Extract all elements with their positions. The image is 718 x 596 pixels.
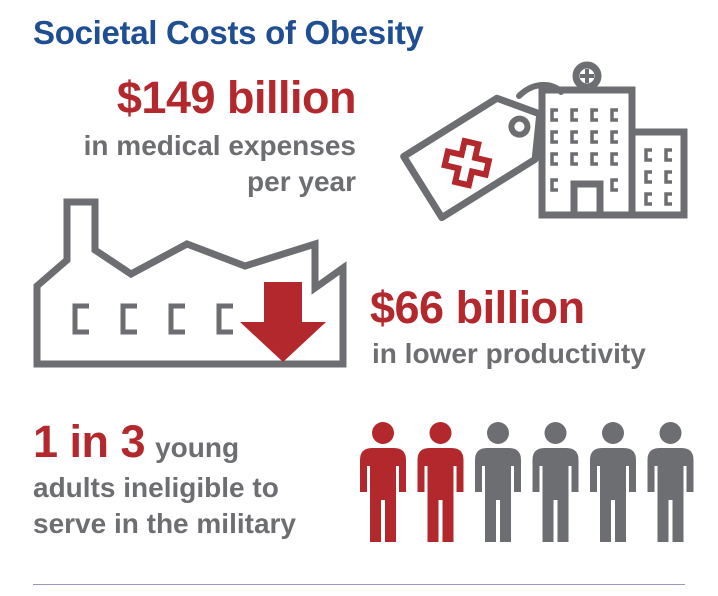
military-stat-amount: 1 in 3 xyxy=(33,416,146,467)
medical-cost-label-line1: in medical expenses xyxy=(83,130,356,161)
productivity-cost-amount: $66 billion xyxy=(370,282,585,333)
page-title: Societal Costs of Obesity xyxy=(33,14,424,51)
people-pictogram xyxy=(360,422,694,542)
bottom-divider xyxy=(33,584,685,585)
productivity-cost-label: in lower productivity xyxy=(372,338,646,369)
military-stat-line3: serve in the military xyxy=(33,508,297,539)
person-icon xyxy=(590,422,636,542)
military-stat-suffix: young xyxy=(155,432,240,463)
person-icon xyxy=(647,422,694,542)
military-stat-line1: 1 in 3 young xyxy=(33,416,239,468)
medical-cost-amount: $149 billion xyxy=(116,72,357,123)
person-icon xyxy=(532,422,579,542)
hospital-icon xyxy=(538,61,688,219)
medical-cost-label-line2: per year xyxy=(247,166,356,197)
military-stat-line2: adults ineligible to xyxy=(33,472,279,503)
price-tag-icon xyxy=(400,82,564,222)
down-arrow-icon xyxy=(240,282,326,362)
person-icon-highlighted xyxy=(417,422,464,542)
factory-icon xyxy=(33,198,347,368)
person-icon xyxy=(475,422,521,542)
person-icon-highlighted xyxy=(360,422,406,542)
